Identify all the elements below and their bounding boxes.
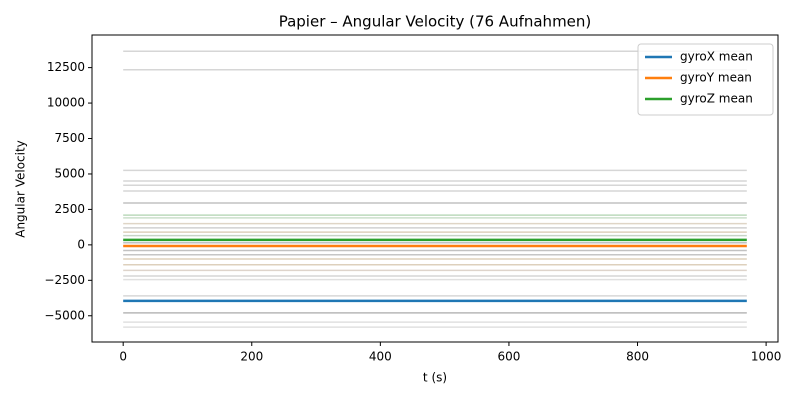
y-tick-label: 2500 xyxy=(54,202,85,216)
y-tick-label: 12500 xyxy=(47,60,85,74)
y-tick-label: 7500 xyxy=(54,131,85,145)
x-tick-label: 1000 xyxy=(751,350,782,364)
x-axis-label: t (s) xyxy=(423,371,447,385)
plot-frame xyxy=(91,34,779,343)
x-tick-label: 800 xyxy=(626,350,649,364)
x-tick-label: 200 xyxy=(240,350,263,364)
y-tick-label: 10000 xyxy=(47,96,85,110)
x-tick-label: 0 xyxy=(119,350,127,364)
legend-label: gyroY mean xyxy=(680,71,752,85)
legend-box xyxy=(637,43,774,116)
chart-title: Papier – Angular Velocity (76 Aufnahmen) xyxy=(279,13,592,31)
plot-area xyxy=(123,50,747,328)
legend-label: gyroZ mean xyxy=(680,92,753,106)
y-tick-label: −2500 xyxy=(44,273,85,287)
y-axis-label: Angular Velocity xyxy=(14,140,28,238)
y-tick-label: −5000 xyxy=(44,308,85,322)
legend-label: gyroX mean xyxy=(680,50,753,64)
x-tick-label: 400 xyxy=(369,350,392,364)
x-tick-label: 600 xyxy=(497,350,520,364)
y-tick-label: 5000 xyxy=(54,166,85,180)
y-tick-label: 0 xyxy=(77,237,85,251)
